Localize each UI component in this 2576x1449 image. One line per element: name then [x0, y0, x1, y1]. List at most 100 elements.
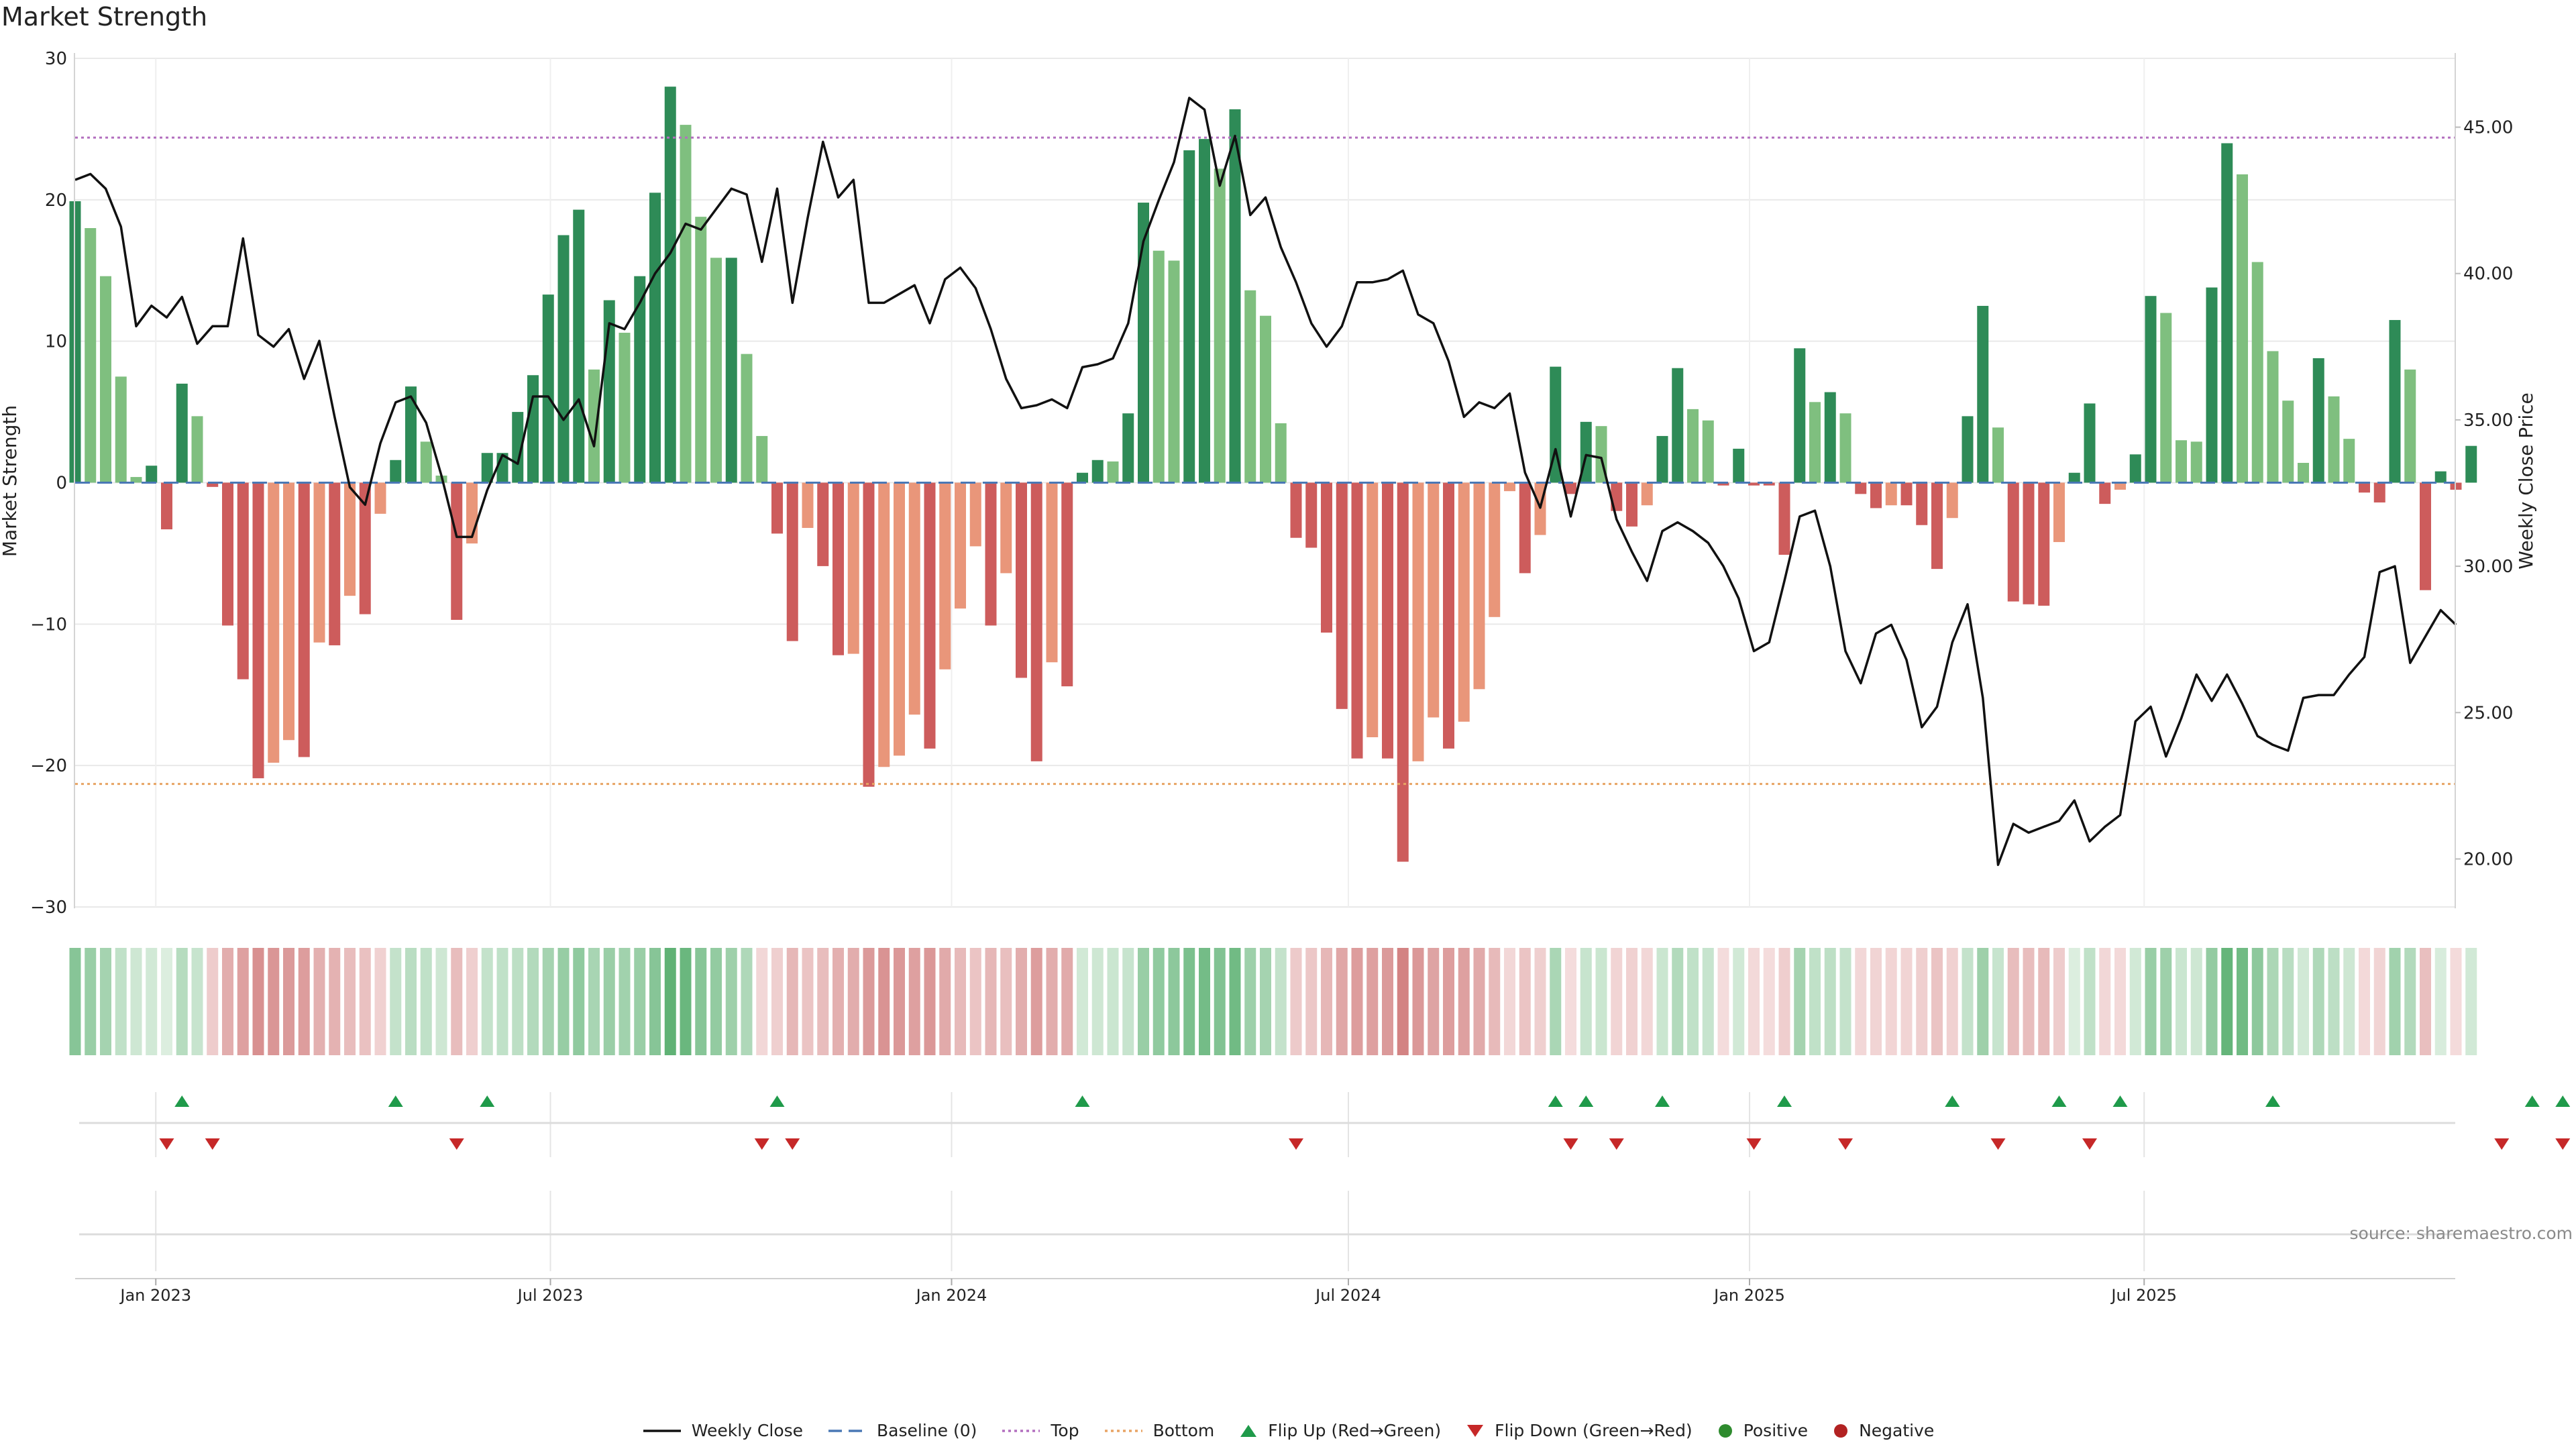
- legend-dashed-swatch: [828, 1429, 867, 1432]
- heat-cell: [1748, 948, 1760, 1055]
- flip-up-marker: [2051, 1095, 2067, 1107]
- strength-bar: [2267, 351, 2279, 483]
- heat-cell: [771, 948, 783, 1055]
- heat-cell: [1412, 948, 1424, 1055]
- strength-bar: [1016, 482, 1027, 678]
- strength-bar: [924, 482, 936, 749]
- flip-down-marker: [1990, 1138, 2006, 1150]
- strength-bar: [1275, 423, 1287, 483]
- heat-cell: [2099, 948, 2111, 1055]
- strength-bar: [2221, 143, 2233, 483]
- strength-bar: [1046, 482, 1058, 663]
- strength-bar: [2282, 400, 2294, 483]
- heat-cell: [817, 948, 829, 1055]
- heat-cell: [878, 948, 890, 1055]
- legend-dotted-swatch: [1002, 1429, 1040, 1432]
- heat-cell: [603, 948, 615, 1055]
- strength-bar: [2389, 320, 2401, 483]
- heat-cell: [847, 948, 859, 1055]
- heat-cell: [1992, 948, 2004, 1055]
- heat-cell: [1977, 948, 1989, 1055]
- strength-bar: [222, 482, 233, 626]
- strength-bar: [2434, 471, 2447, 483]
- heat-strip: [69, 948, 2477, 1055]
- strength-bar: [1168, 260, 1180, 483]
- x-tick-label: Jul 2024: [1314, 1286, 1381, 1305]
- strength-bar: [1305, 482, 1318, 548]
- flip-up-marker: [174, 1095, 190, 1107]
- y-axis-label: Market Strength: [0, 405, 21, 557]
- heat-cell: [115, 948, 127, 1055]
- strength-bar: [756, 435, 768, 483]
- flip-up-marker: [480, 1095, 495, 1107]
- heat-cell: [1275, 948, 1287, 1055]
- heat-cell: [786, 948, 798, 1055]
- heat-cell: [1183, 948, 1195, 1055]
- strength-bar: [1748, 482, 1760, 486]
- heat-cell: [283, 948, 294, 1055]
- heat-cell: [2023, 948, 2035, 1055]
- strength-bar: [542, 294, 554, 483]
- heat-cell: [298, 948, 310, 1055]
- legend-negative: Negative: [1832, 1421, 1934, 1440]
- strength-bar: [481, 453, 493, 483]
- strength-bar: [1992, 427, 2004, 483]
- heat-cell: [69, 948, 81, 1055]
- heat-cell: [1580, 948, 1592, 1055]
- heat-cell: [924, 948, 936, 1055]
- heat-cell: [466, 948, 478, 1055]
- legend-label: Weekly Close: [691, 1421, 804, 1440]
- x-tick-label: Jul 2023: [517, 1286, 584, 1305]
- heat-cell: [1244, 948, 1256, 1055]
- heat-cell: [1046, 948, 1058, 1055]
- flip-up-marker: [1655, 1095, 1670, 1107]
- flip-up-marker: [1075, 1095, 1090, 1107]
- heat-cell: [908, 948, 920, 1055]
- flip-up-marker: [2112, 1095, 2128, 1107]
- strength-bar: [1565, 482, 1576, 494]
- strength-bar: [512, 412, 524, 483]
- heat-cell: [969, 948, 981, 1055]
- strength-bar: [1809, 402, 1821, 483]
- strength-bars: [69, 87, 2477, 862]
- strength-bar: [1733, 448, 1745, 483]
- strength-bar: [451, 482, 463, 621]
- strength-bar: [2129, 454, 2141, 483]
- heat-cell: [1016, 948, 1027, 1055]
- strength-bar: [268, 482, 280, 763]
- flip-up-marker: [2265, 1095, 2280, 1107]
- strength-bar: [374, 482, 386, 514]
- heat-cell: [2206, 948, 2218, 1055]
- strength-bar: [2099, 482, 2111, 504]
- heat-cell: [695, 948, 707, 1055]
- strength-bar: [176, 383, 188, 483]
- heat-cell: [1794, 948, 1806, 1055]
- x-axis: Jan 2023 Jul 2023 Jan 2024 Jul 2024 Jan 2025…: [75, 1278, 2455, 1305]
- y2-axis-label: Weekly Close Price: [2515, 392, 2537, 569]
- strength-bar: [2328, 396, 2340, 483]
- heat-cell: [2328, 948, 2340, 1055]
- reference-lines: [75, 136, 2455, 786]
- heat-cell: [1214, 948, 1226, 1055]
- heat-cell: [2190, 948, 2202, 1055]
- strength-bar: [2373, 482, 2385, 503]
- heat-cell: [2129, 948, 2141, 1055]
- y2-tick-label: 45.00: [2463, 118, 2513, 138]
- heat-cell: [2007, 948, 2019, 1055]
- flip-down-marker: [449, 1138, 464, 1150]
- flip-down-marker: [1609, 1138, 1624, 1150]
- y-tick-label: −30: [30, 898, 67, 918]
- y-tick-label: 10: [45, 332, 67, 352]
- heat-cell: [161, 948, 172, 1055]
- strength-bar: [1641, 482, 1653, 506]
- heat-cell: [1534, 948, 1546, 1055]
- strength-bar: [1214, 168, 1226, 483]
- strength-bar: [237, 482, 249, 680]
- heat-cell: [451, 948, 463, 1055]
- strength-bar: [1504, 482, 1515, 492]
- legend-top: Top: [1001, 1421, 1079, 1440]
- strength-bar: [649, 193, 661, 483]
- strength-bar: [833, 482, 844, 655]
- strength-bar: [2145, 296, 2157, 483]
